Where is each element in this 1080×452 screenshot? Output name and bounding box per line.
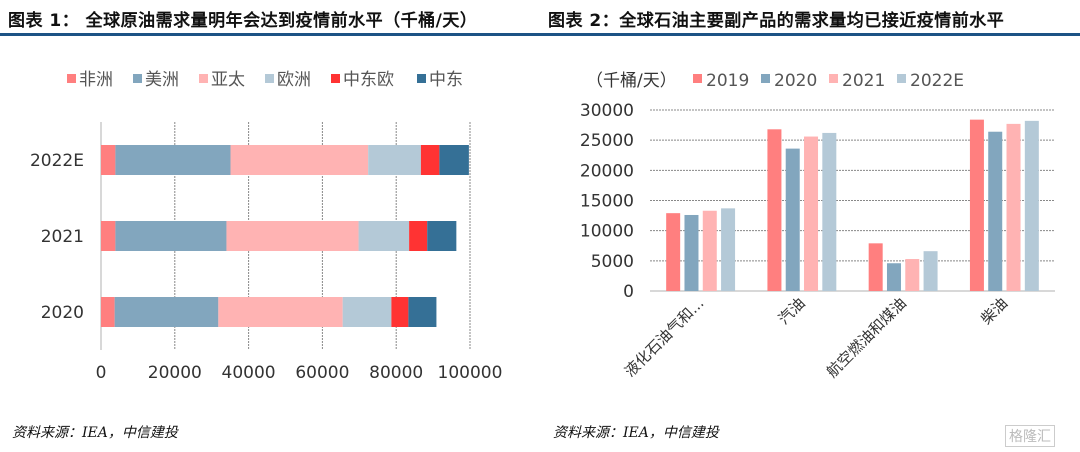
left-source-note: 资料来源：IEA，中信建投 (12, 425, 178, 441)
x-tick-label: 40000 (222, 363, 276, 383)
title-divider (0, 33, 1080, 36)
x-tick-label: 20000 (148, 363, 202, 383)
legend-swatch (897, 74, 906, 83)
y-tick-label: 2021 (41, 227, 84, 247)
legend-label: 欧洲 (277, 70, 311, 90)
legend-swatch (67, 74, 76, 83)
y-tick-label: 30000 (580, 101, 634, 121)
y-tick-label: 10000 (580, 222, 634, 242)
bar-segment-中东 (408, 297, 437, 327)
legend-label: 美洲 (145, 70, 179, 90)
x-tick-label: 0 (96, 363, 107, 383)
legend-swatch (829, 74, 838, 83)
bar-2021 (905, 259, 920, 291)
bar-2022E (822, 132, 837, 291)
bar-2019 (666, 213, 681, 291)
bar-segment-美洲 (114, 297, 219, 327)
bar-2022E (923, 251, 938, 291)
bar-2019 (868, 243, 883, 291)
bar-segment-中东 (439, 145, 469, 175)
x-tick-label: 60000 (295, 363, 349, 383)
bar-segment-欧洲 (358, 221, 410, 251)
bar-2020 (886, 263, 901, 291)
legend-label: 2021 (842, 71, 885, 91)
bar-segment-美洲 (115, 221, 227, 251)
bar-2022E (1024, 120, 1039, 291)
bar-segment-亚太 (218, 297, 343, 327)
bar-segment-欧洲 (342, 297, 392, 327)
y-tick-label: 5000 (591, 252, 634, 272)
x-tick-label: 100000 (438, 363, 503, 383)
watermark-logo: 格隆汇 (1005, 425, 1055, 447)
legend-swatch (133, 74, 142, 83)
bar-2020 (988, 131, 1003, 291)
legend-label: 中东 (429, 70, 463, 90)
legend-swatch (199, 74, 208, 83)
legend-label: 非洲 (79, 70, 113, 90)
y-tick-label: 2020 (41, 303, 84, 323)
bar-2022E (721, 208, 736, 291)
y-tick-label: 0 (623, 282, 634, 302)
x-category-label: 汽油 (775, 294, 809, 328)
y-tick-label: 25000 (580, 131, 634, 151)
bar-segment-中东欧 (391, 297, 409, 327)
x-category-label: 液化石油气和... (621, 294, 707, 380)
legend-label: 亚太 (211, 70, 245, 90)
bar-segment-中东欧 (420, 145, 440, 175)
bar-2020 (785, 148, 800, 291)
y-tick-label: 2022E (30, 151, 84, 171)
x-category-label: 航空燃油和煤油 (823, 294, 910, 381)
y-tick-label: 20000 (580, 161, 634, 181)
bar-segment-中东 (427, 221, 457, 251)
legend-label: 中东欧 (343, 70, 394, 90)
legend-swatch (331, 74, 340, 83)
legend-label: 2022E (910, 71, 964, 91)
y-tick-label: 15000 (580, 192, 634, 212)
legend-label: 2019 (706, 71, 749, 91)
bar-2019 (767, 129, 782, 291)
bar-segment-中东欧 (409, 221, 428, 251)
right-chart-title: 图表 2：全球石油主要副产品的需求量均已接近疫情前水平 (548, 11, 1005, 31)
legend-label: 2020 (774, 71, 817, 91)
left-chart-title: 图表 1： 全球原油需求量明年会达到疫情前水平（千桶/天） (8, 11, 478, 31)
x-category-label: 柴油 (977, 294, 1011, 328)
bar-2021 (804, 136, 819, 291)
bar-2019 (969, 119, 984, 291)
bar-2020 (684, 214, 699, 291)
bar-2021 (702, 210, 717, 291)
bar-segment-欧洲 (368, 145, 421, 175)
legend-swatch (417, 74, 426, 83)
legend-swatch (761, 74, 770, 83)
bar-segment-非洲 (101, 297, 115, 327)
y-axis-unit-label: （千桶/天） (586, 71, 677, 91)
bar-segment-亚太 (230, 145, 369, 175)
bar-segment-非洲 (101, 221, 116, 251)
legend-swatch (265, 74, 274, 83)
legend-swatch (693, 74, 702, 83)
bar-2021 (1006, 123, 1021, 291)
bar-segment-非洲 (101, 145, 116, 175)
bar-segment-亚太 (226, 221, 359, 251)
right-source-note: 资料来源：IEA，中信建投 (553, 425, 719, 441)
x-tick-label: 80000 (369, 363, 423, 383)
bar-segment-美洲 (115, 145, 231, 175)
